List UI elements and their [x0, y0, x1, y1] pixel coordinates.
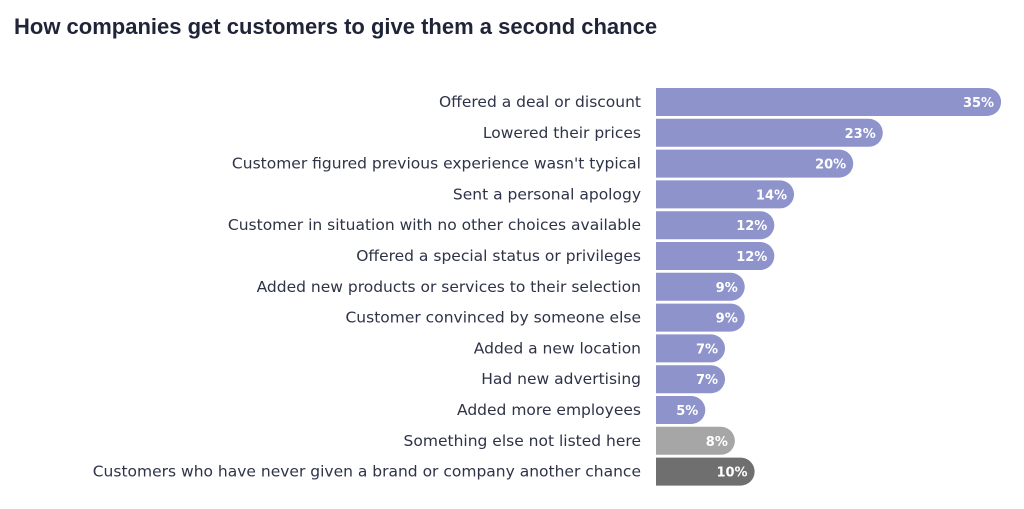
bar-row-offered-a-special-status-or-privileges: Offered a special status or privileges 12… [356, 242, 775, 270]
category-label: Offered a special status or privileges [356, 247, 641, 265]
bar [656, 242, 775, 270]
bar-row-had-new-advertising: Had new advertising 7% [481, 365, 726, 394]
value-label: 35% [963, 96, 994, 111]
category-label: Offered a deal or discount [439, 93, 641, 111]
category-label: Customers who have never given a brand o… [93, 463, 641, 481]
value-label: 12% [736, 219, 767, 234]
value-label: 5% [676, 404, 698, 419]
bar-row-something-else-not-listed-here: Something else not listed here 8% [404, 426, 735, 455]
chart-title: How companies get customers to give them… [14, 14, 658, 39]
bar [656, 149, 854, 178]
value-label: 9% [716, 312, 738, 327]
bar-row-added-more-employees: Added more employees 5% [457, 396, 706, 424]
value-label: 8% [706, 435, 728, 450]
category-label: Customer in situation with no other choi… [228, 216, 641, 234]
bar [656, 180, 795, 209]
value-label: 23% [845, 127, 876, 142]
bar [656, 118, 883, 147]
bar [656, 365, 726, 394]
bar-row-added-new-products-or-services-to-their-selection: Added new products or services to their … [257, 272, 745, 301]
bar-row-lowered-their-prices: Lowered their prices 23% [483, 118, 883, 147]
value-label: 20% [815, 158, 846, 173]
bar [656, 211, 775, 240]
bar [656, 457, 755, 486]
category-label: Added a new location [474, 339, 641, 357]
category-label: Lowered their prices [483, 124, 641, 142]
bar-row-customer-convinced-by-someone-else: Customer convinced by someone else 9% [345, 303, 745, 332]
value-label: 14% [756, 188, 787, 203]
category-label: Customer figured previous experience was… [232, 155, 641, 173]
category-label: Had new advertising [481, 370, 641, 388]
bar [656, 303, 745, 332]
category-label: Customer convinced by someone else [345, 309, 641, 327]
value-label: 7% [696, 373, 718, 388]
bar [656, 396, 706, 424]
value-label: 7% [696, 342, 718, 357]
category-label: Something else not listed here [404, 432, 641, 450]
value-label: 12% [736, 250, 767, 265]
bar [656, 88, 1002, 116]
category-label: Added more employees [457, 401, 641, 419]
value-label: 10% [716, 466, 747, 481]
bar [656, 272, 745, 301]
category-label: Added new products or services to their … [257, 278, 641, 296]
bar-row-customer-figured-previous-experience-wasn-t-typical: Customer figured previous experience was… [232, 149, 854, 178]
bar-row-added-a-new-location: Added a new location 7% [474, 334, 726, 363]
bar-row-sent-a-personal-apology: Sent a personal apology 14% [453, 180, 795, 209]
bar-row-customers-who-have-never-given-a-brand-or-company-another-chance: Customers who have never given a brand o… [93, 457, 755, 486]
bar [656, 334, 726, 363]
bar [656, 426, 735, 455]
bar-row-offered-a-deal-or-discount: Offered a deal or discount 35% [439, 88, 1002, 116]
category-label: Sent a personal apology [453, 185, 641, 203]
bar-row-customer-in-situation-with-no-other-choices-available: Customer in situation with no other choi… [228, 211, 775, 240]
value-label: 9% [716, 281, 738, 296]
